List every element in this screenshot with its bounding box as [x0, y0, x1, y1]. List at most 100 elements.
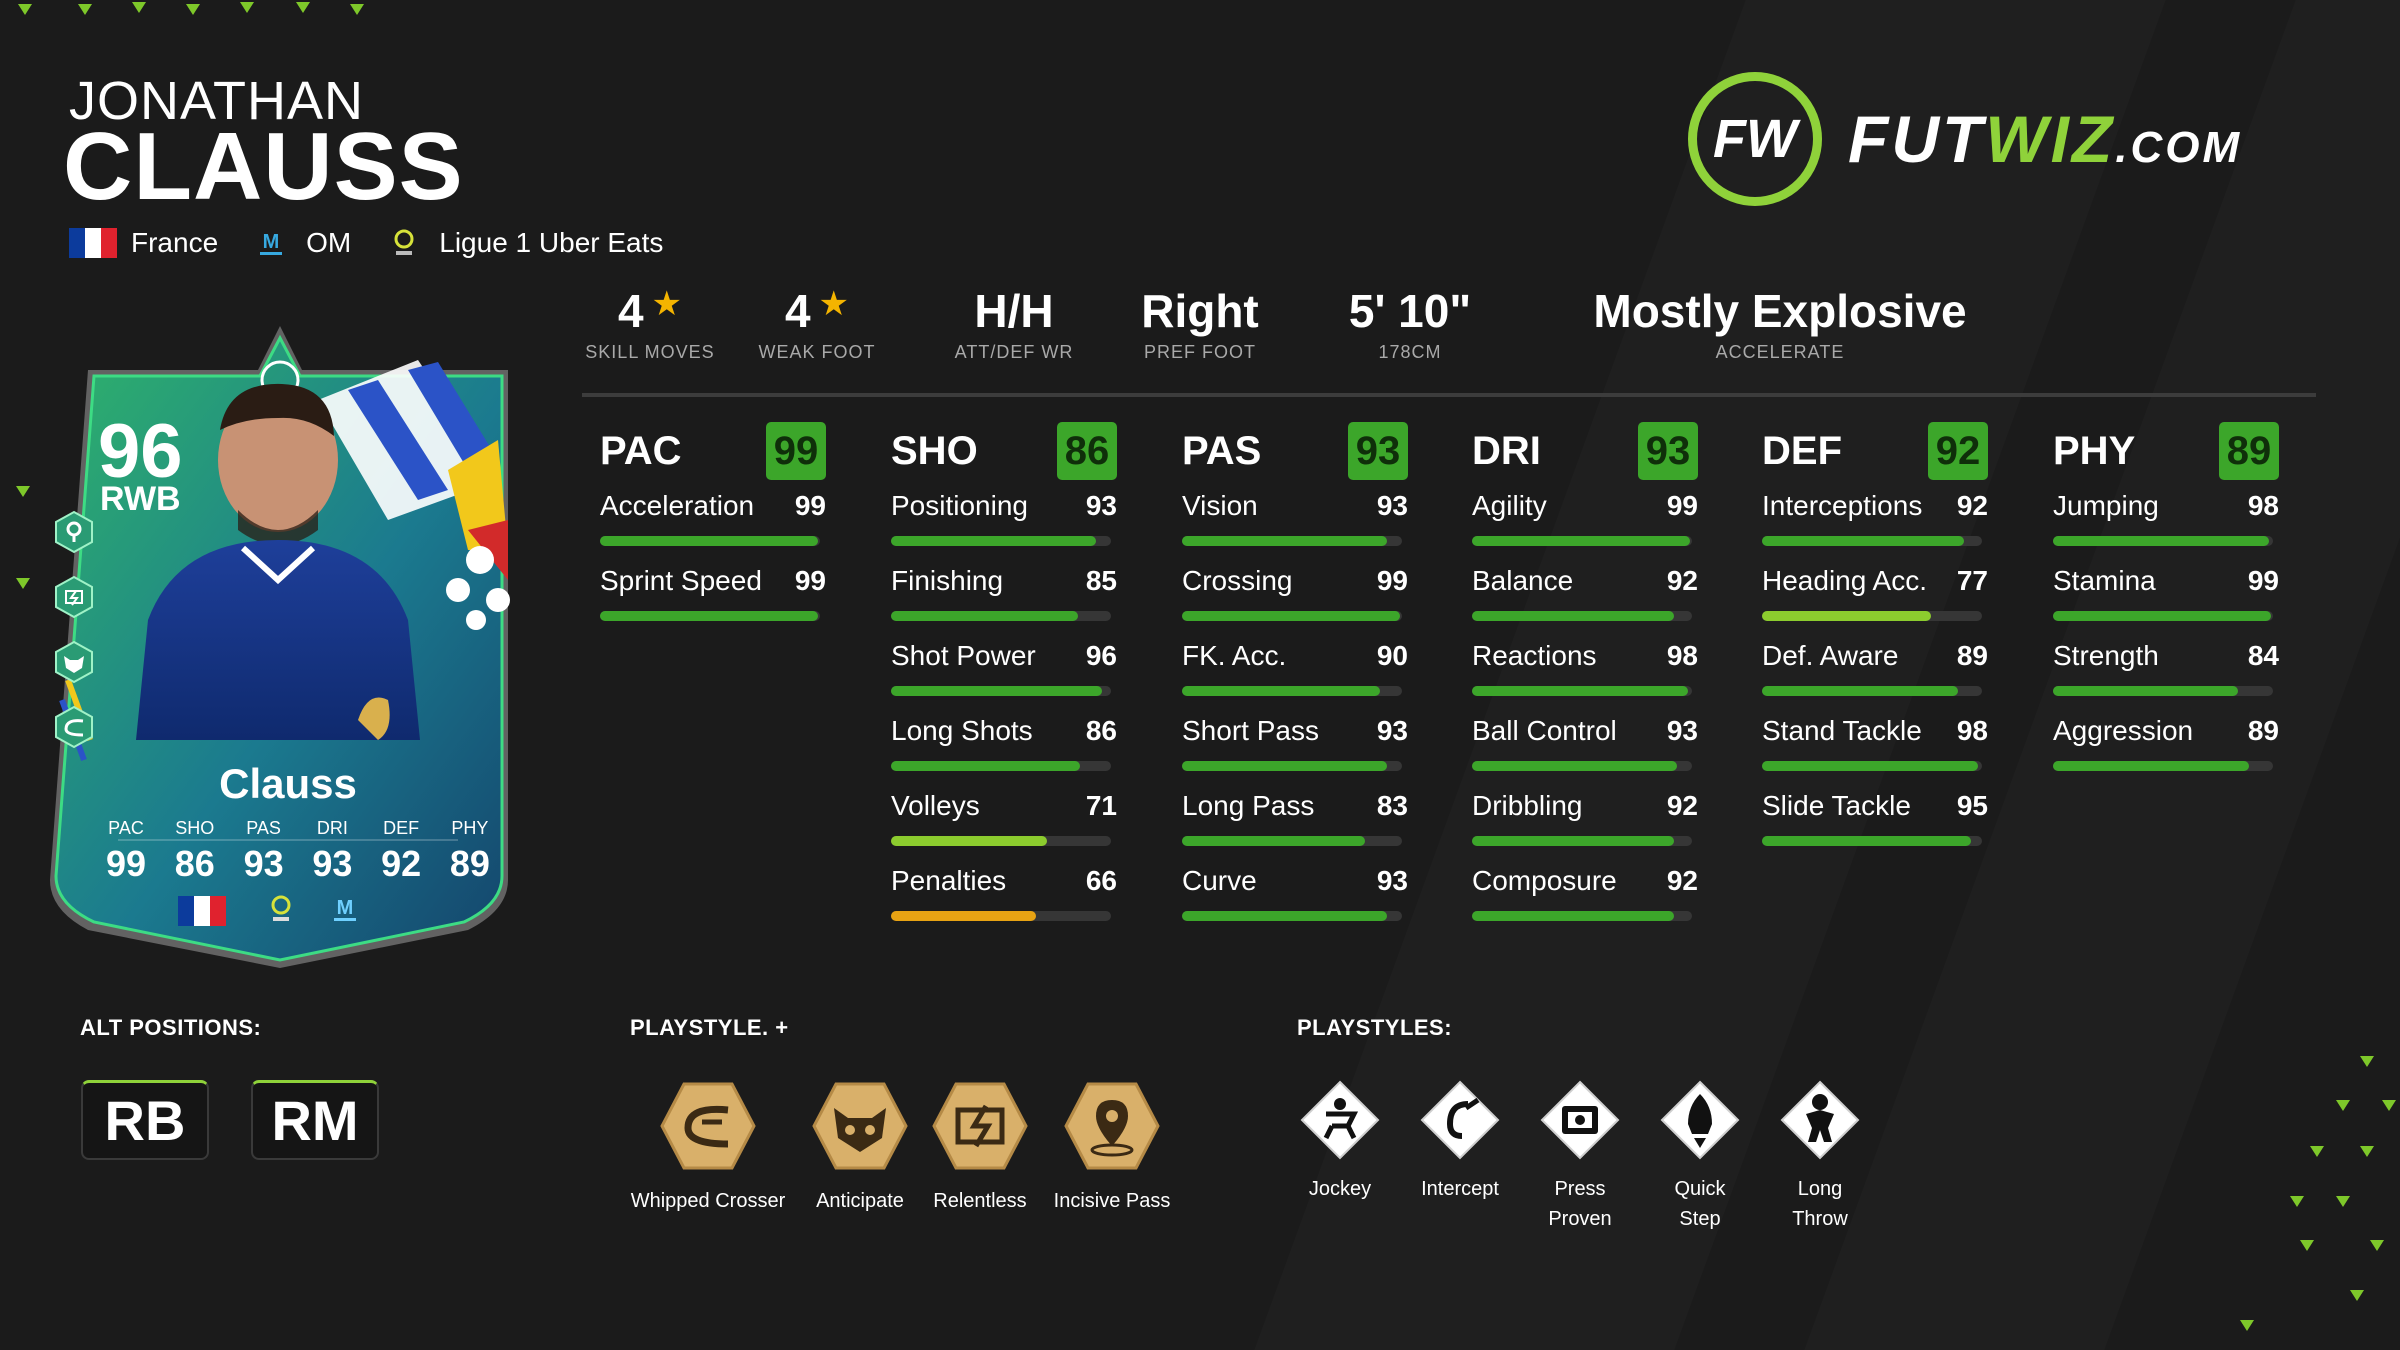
- playstyle-label: Press Proven: [1548, 1178, 1612, 1230]
- decorative-triangle: [2290, 1196, 2304, 1207]
- stat-row: Jumping 98: [2053, 482, 2279, 557]
- stat-row: Volleys 71: [891, 782, 1117, 857]
- stat-bar-fill: [1762, 611, 1931, 621]
- playstyle-jockey[interactable]: Jockey: [1290, 1080, 1390, 1204]
- stat-row: Penalties 66: [891, 857, 1117, 932]
- stat-name: Def. Aware: [1762, 640, 1899, 671]
- card-flag-icon: [178, 896, 226, 926]
- playstyle-long-throw[interactable]: Long Throw: [1770, 1080, 1870, 1234]
- playstyle-plus-anticipate[interactable]: Anticipate: [800, 1080, 920, 1216]
- stat-name: Stand Tackle: [1762, 715, 1922, 746]
- player-meta: France M OM Ligue 1 Uber Eats: [69, 226, 699, 260]
- stat-value: 96: [1085, 640, 1117, 671]
- card-stat-label: SHO: [175, 818, 215, 838]
- player-last-name: CLAUSS: [63, 113, 464, 220]
- stat-name: Balance: [1472, 565, 1574, 596]
- stat-bar-track: [891, 686, 1111, 696]
- player-card[interactable]: 96 RWB Clauss PAC 99 SHO 86 PAS 93 DRI 93 DE…: [28, 320, 548, 975]
- stat-row: Strength 84: [2053, 632, 2279, 707]
- alt-position-rm[interactable]: RM: [251, 1080, 379, 1160]
- stat-bar-track: [1182, 761, 1402, 771]
- info-label: 178CM: [1378, 342, 1442, 362]
- club-crest-icon: M: [260, 231, 283, 255]
- stat-row: Reactions 98: [1472, 632, 1698, 707]
- stat-bar-track: [891, 911, 1111, 921]
- stat-row: Shot Power 96: [891, 632, 1117, 707]
- playstyle-plus-whipped-crosser[interactable]: Whipped Crosser: [620, 1080, 796, 1216]
- stat-bar-track: [1472, 836, 1692, 846]
- card-stat-label: PHY: [451, 818, 489, 838]
- stat-category-total: 93: [1348, 422, 1408, 480]
- stat-bar-fill: [891, 911, 1036, 921]
- nation-label: France: [131, 227, 219, 258]
- playstyle-plus-incisive-pass[interactable]: Incisive Pass: [1040, 1080, 1184, 1216]
- decorative-triangle: [16, 486, 30, 497]
- alt-positions-title: ALT POSITIONS:: [80, 1015, 262, 1040]
- stat-value: 92: [1956, 490, 1988, 521]
- playstyle-label: Long Throw: [1792, 1178, 1848, 1230]
- card-stat-label: DEF: [383, 818, 420, 838]
- decorative-triangle: [2336, 1100, 2350, 1111]
- stat-name: Acceleration: [600, 490, 755, 521]
- stat-column-pas: PAS 93 Vision 93 Crossing 99 FK. Acc. 90 Short P…: [1182, 420, 1408, 932]
- stat-value: 66: [1085, 865, 1117, 896]
- stat-row: Dribbling 92: [1472, 782, 1698, 857]
- stat-row: FK. Acc. 90: [1182, 632, 1408, 707]
- card-stat-value: 93: [312, 843, 353, 884]
- stat-value: 92: [1666, 565, 1698, 596]
- stat-bar-track: [1762, 761, 1982, 771]
- stat-category-total: 86: [1057, 422, 1117, 480]
- club: M OM: [254, 226, 351, 260]
- stat-value: 93: [1085, 490, 1117, 521]
- decorative-triangle: [2360, 1056, 2374, 1067]
- stat-row: Heading Acc. 77: [1762, 557, 1988, 632]
- league: Ligue 1 Uber Eats: [387, 226, 663, 260]
- playstyle-quick-step[interactable]: Quick Step: [1650, 1080, 1750, 1234]
- quick-step-icon: [1660, 1080, 1740, 1160]
- stat-value: 92: [1666, 790, 1698, 821]
- stat-bar-fill: [2053, 536, 2269, 546]
- intercept-icon: [1420, 1080, 1500, 1160]
- incisive-pass-icon: [55, 510, 93, 554]
- stat-value: 98: [2247, 490, 2279, 521]
- playstyle-plus-relentless[interactable]: Relentless: [920, 1080, 1040, 1216]
- decorative-triangle: [186, 4, 200, 15]
- card-stat-label: PAS: [246, 818, 281, 838]
- stat-name: Short Pass: [1182, 715, 1319, 746]
- info-value: H/H: [974, 285, 1054, 337]
- card-stat-value: 89: [449, 843, 490, 884]
- stat-name: Agility: [1472, 490, 1547, 521]
- stat-bar-fill: [891, 536, 1096, 546]
- info-accelerate: Mostly Explosive ACCELERATE: [1560, 284, 2000, 363]
- stat-column-phy: PHY 89 Jumping 98 Stamina 99 Strength 84 Aggress…: [2053, 420, 2279, 782]
- decorative-triangle: [132, 2, 146, 13]
- stat-value: 89: [1956, 640, 1988, 671]
- playstyle-intercept[interactable]: Intercept: [1410, 1080, 1510, 1204]
- stat-bar-fill: [1182, 836, 1365, 846]
- stat-row: Finishing 85: [891, 557, 1117, 632]
- stat-row: Stand Tackle 98: [1762, 707, 1988, 782]
- stat-name: Aggression: [2053, 715, 2194, 746]
- stat-value: 85: [1085, 565, 1117, 596]
- stat-bar-fill: [891, 761, 1080, 771]
- playstyle-press-proven[interactable]: Press Proven: [1530, 1080, 1630, 1234]
- futwiz-logo[interactable]: FW FUTWIZ.COM: [1688, 72, 2242, 206]
- stat-bar-track: [1182, 611, 1402, 621]
- divider: [582, 393, 2316, 397]
- decorative-triangle: [18, 4, 32, 15]
- alt-position-rb[interactable]: RB: [81, 1080, 209, 1160]
- stat-bar-fill: [2053, 686, 2238, 696]
- playstyle-plus-title: PLAYSTYLE. +: [630, 1015, 789, 1040]
- stat-row: Slide Tackle 95: [1762, 782, 1988, 857]
- stat-bar-track: [1472, 611, 1692, 621]
- stat-category-label: SHO: [891, 428, 978, 473]
- playstyle-label: Intercept: [1421, 1178, 1499, 1200]
- card-stat-value: 92: [381, 843, 422, 884]
- stat-bar-fill: [1182, 611, 1400, 621]
- info-value: Mostly Explosive: [1593, 285, 1967, 337]
- stat-column-pac: PAC 99 Acceleration 99 Sprint Speed 99: [600, 420, 826, 632]
- stat-bar-fill: [1182, 686, 1380, 696]
- stat-name: Sprint Speed: [600, 565, 762, 596]
- stat-value: 93: [1666, 715, 1698, 746]
- stat-value: 77: [1956, 565, 1988, 596]
